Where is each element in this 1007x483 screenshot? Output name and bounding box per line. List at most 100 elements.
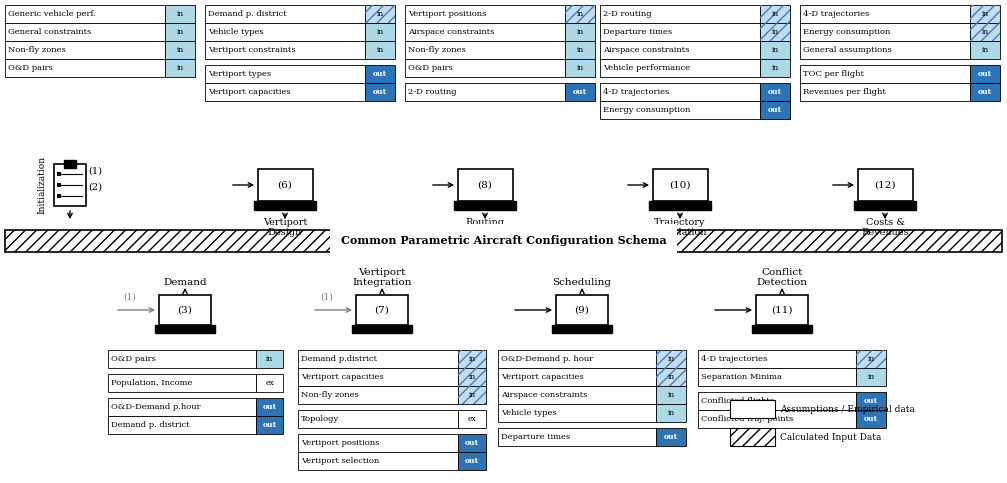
- Text: in: in: [377, 46, 384, 54]
- Bar: [108, 416, 256, 434]
- Bar: [653, 169, 708, 201]
- Bar: [205, 23, 365, 41]
- Bar: [454, 201, 516, 210]
- Text: Initialization: Initialization: [37, 156, 46, 214]
- Text: Demand p. district: Demand p. district: [208, 10, 287, 18]
- Text: Non-fly zones: Non-fly zones: [408, 46, 466, 54]
- Bar: [649, 201, 711, 210]
- Text: out: out: [664, 433, 678, 441]
- Text: Vertiport capacities: Vertiport capacities: [208, 88, 291, 96]
- Text: out: out: [768, 88, 782, 96]
- Text: Separation Minima: Separation Minima: [701, 373, 781, 381]
- Text: out: out: [768, 106, 782, 114]
- Text: (12): (12): [874, 181, 896, 189]
- Bar: [760, 5, 790, 23]
- Text: Conflict
Detection: Conflict Detection: [756, 268, 808, 287]
- Bar: [698, 392, 856, 410]
- Text: Airspace constraints: Airspace constraints: [408, 28, 494, 36]
- Text: (3): (3): [177, 306, 192, 314]
- Text: out: out: [573, 88, 587, 96]
- Bar: [800, 41, 970, 59]
- Text: ex: ex: [467, 415, 476, 423]
- Text: O&D-Demand p. hour: O&D-Demand p. hour: [501, 355, 593, 363]
- Bar: [254, 201, 316, 210]
- Bar: [970, 41, 1000, 59]
- Text: Departure times: Departure times: [603, 28, 672, 36]
- Bar: [405, 5, 565, 23]
- Bar: [970, 65, 1000, 83]
- Bar: [565, 5, 595, 23]
- Bar: [57, 172, 61, 176]
- Bar: [600, 5, 760, 23]
- Text: Non-fly zones: Non-fly zones: [301, 391, 358, 399]
- Text: Routing: Routing: [465, 218, 505, 227]
- Text: (11): (11): [771, 306, 793, 314]
- Bar: [458, 350, 486, 368]
- Bar: [165, 59, 195, 77]
- Bar: [256, 416, 283, 434]
- Text: in: in: [176, 28, 183, 36]
- Bar: [5, 230, 1002, 252]
- Bar: [5, 23, 165, 41]
- Bar: [760, 83, 790, 101]
- Text: Vertiport capacities: Vertiport capacities: [501, 373, 584, 381]
- Bar: [656, 368, 686, 386]
- Text: Scheduling: Scheduling: [553, 278, 611, 287]
- Bar: [458, 368, 486, 386]
- Text: Generic vehicle perf.: Generic vehicle perf.: [8, 10, 96, 18]
- Bar: [656, 350, 686, 368]
- Text: in: in: [377, 28, 384, 36]
- Text: in: in: [176, 10, 183, 18]
- Bar: [730, 428, 775, 446]
- Text: Vertiport selection: Vertiport selection: [301, 457, 380, 465]
- Bar: [205, 41, 365, 59]
- Text: General assumptions: General assumptions: [803, 46, 892, 54]
- Bar: [458, 410, 486, 428]
- Bar: [760, 5, 790, 23]
- Bar: [600, 41, 760, 59]
- Text: in: in: [867, 373, 875, 381]
- Text: Revenues per flight: Revenues per flight: [803, 88, 886, 96]
- Bar: [970, 83, 1000, 101]
- Bar: [57, 183, 61, 187]
- Text: Vehicle types: Vehicle types: [208, 28, 264, 36]
- Text: Vertiport types: Vertiport types: [208, 70, 271, 78]
- Text: out: out: [263, 403, 277, 411]
- Bar: [405, 41, 565, 59]
- Bar: [108, 350, 256, 368]
- Bar: [600, 83, 760, 101]
- Text: (6): (6): [278, 181, 292, 189]
- Bar: [856, 392, 886, 410]
- Text: (1): (1): [320, 293, 333, 302]
- Text: in: in: [982, 46, 989, 54]
- Bar: [600, 101, 760, 119]
- Bar: [760, 23, 790, 41]
- Text: Common Parametric Aircraft Configuration Schema: Common Parametric Aircraft Configuration…: [340, 236, 667, 246]
- Text: in: in: [468, 355, 475, 363]
- Text: Conflicted traj. points: Conflicted traj. points: [701, 415, 794, 423]
- Text: O&D-Demand p.hour: O&D-Demand p.hour: [111, 403, 200, 411]
- Text: Energy consumption: Energy consumption: [603, 106, 691, 114]
- Bar: [458, 386, 486, 404]
- Bar: [565, 5, 595, 23]
- Text: in: in: [576, 64, 584, 72]
- Text: in: in: [576, 28, 584, 36]
- Text: 4-D trajectories: 4-D trajectories: [603, 88, 670, 96]
- Text: ex: ex: [265, 379, 274, 387]
- Bar: [970, 23, 1000, 41]
- Text: Demand p. district: Demand p. district: [111, 421, 189, 429]
- Text: in: in: [468, 391, 475, 399]
- Text: in: in: [468, 373, 475, 381]
- Text: 2-D routing: 2-D routing: [603, 10, 652, 18]
- Text: in: in: [576, 10, 584, 18]
- Bar: [856, 350, 886, 368]
- Bar: [565, 83, 595, 101]
- Text: (1): (1): [88, 167, 102, 175]
- Bar: [458, 386, 486, 404]
- Text: in: in: [668, 409, 675, 417]
- Bar: [698, 410, 856, 428]
- Text: (8): (8): [477, 181, 492, 189]
- Text: 4-D trajectories: 4-D trajectories: [701, 355, 767, 363]
- Bar: [858, 169, 912, 201]
- Bar: [565, 23, 595, 41]
